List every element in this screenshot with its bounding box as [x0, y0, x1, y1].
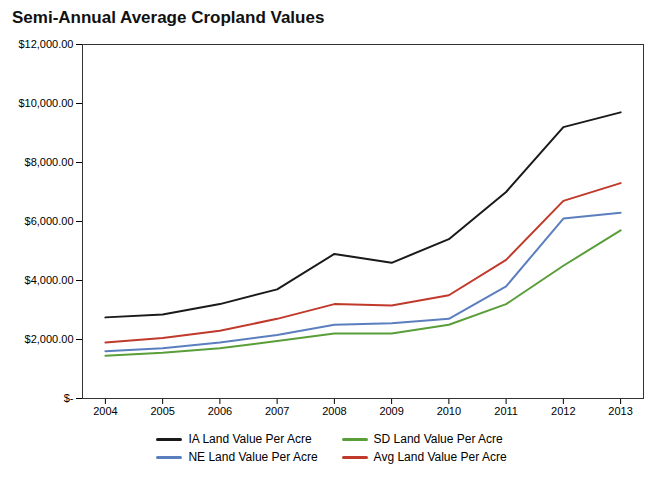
html-text:Avg Land Value Per Acre: Avg Land Value Per Acre — [373, 450, 507, 464]
svg-text:$-: $- — [64, 392, 74, 404]
svg-text:2009: 2009 — [379, 405, 403, 417]
svg-text:$10,000.00: $10,000.00 — [18, 97, 73, 109]
svg-text:2011: 2011 — [494, 405, 518, 417]
svg-text:2013: 2013 — [608, 405, 632, 417]
svg-text:$8,000.00: $8,000.00 — [25, 156, 74, 168]
svg-text:$6,000.00: $6,000.00 — [25, 215, 74, 227]
svg-text:2012: 2012 — [551, 405, 575, 417]
html-text:NE Land Value Per Acre: NE Land Value Per Acre — [188, 450, 318, 464]
html-text:SD Land Value Per Acre: SD Land Value Per Acre — [373, 432, 503, 446]
svg-text:$2,000.00: $2,000.00 — [25, 333, 74, 345]
svg-text:2006: 2006 — [208, 405, 232, 417]
html-text:Semi-Annual Average Cropland V: Semi-Annual Average Cropland Values — [12, 8, 325, 27]
svg-text:2005: 2005 — [150, 405, 174, 417]
svg-text:2007: 2007 — [265, 405, 289, 417]
svg-text:2004: 2004 — [93, 405, 117, 417]
svg-text:$4,000.00: $4,000.00 — [25, 274, 74, 286]
svg-text:2010: 2010 — [437, 405, 461, 417]
svg-text:$12,000.00: $12,000.00 — [18, 38, 73, 50]
svg-text:2008: 2008 — [322, 405, 346, 417]
html-text:IA Land Value Per Acre: IA Land Value Per Acre — [188, 432, 312, 446]
